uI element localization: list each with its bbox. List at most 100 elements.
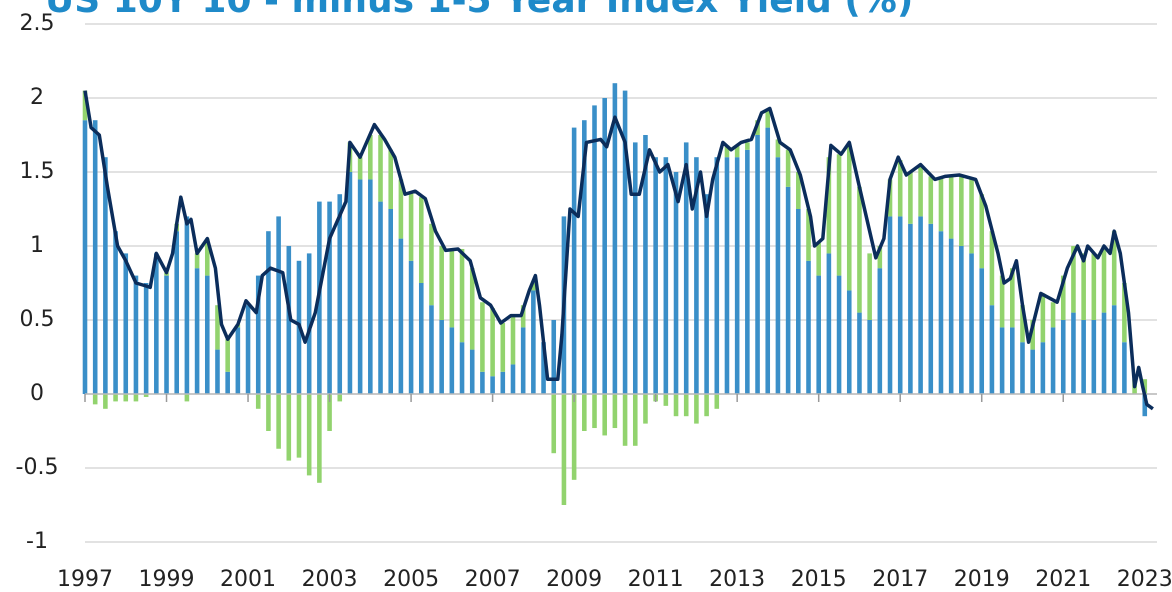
bar [714, 394, 720, 409]
bar [745, 149, 750, 394]
bar [1091, 253, 1097, 320]
bar [459, 248, 465, 343]
bar [215, 305, 220, 350]
bar [928, 176, 934, 224]
bar [816, 243, 821, 276]
bar [133, 394, 139, 402]
bar [632, 394, 638, 446]
bar [143, 394, 149, 397]
bar [724, 157, 730, 394]
bar [113, 231, 118, 394]
bar [683, 142, 689, 394]
bar [306, 394, 312, 476]
bar [286, 394, 292, 461]
bar [164, 275, 169, 394]
bar [1122, 342, 1127, 394]
bar [653, 157, 658, 394]
bar [204, 275, 210, 394]
x-tick-label: 1997 [57, 567, 113, 592]
bar [235, 327, 241, 394]
bars [82, 83, 1148, 505]
bar [255, 394, 261, 409]
bar [1142, 379, 1148, 394]
bar [867, 320, 872, 394]
bar [897, 160, 903, 217]
bar [1081, 253, 1086, 320]
bar [266, 394, 271, 431]
bar [1081, 320, 1086, 394]
bar [796, 172, 801, 209]
bar [317, 394, 322, 483]
x-tick-label: 2005 [383, 567, 439, 592]
bar [1030, 320, 1035, 350]
bar [531, 283, 536, 291]
bar [1040, 342, 1046, 394]
bar [826, 253, 832, 394]
bar [469, 349, 475, 394]
bar [337, 194, 343, 394]
bar [1030, 349, 1035, 394]
bar [826, 157, 832, 254]
bar [582, 394, 587, 431]
bar [1111, 231, 1117, 306]
bar [1020, 305, 1025, 343]
bar [82, 120, 88, 394]
bar [500, 371, 506, 394]
bar [174, 231, 180, 394]
bar [989, 231, 995, 306]
bar [429, 305, 434, 394]
y-tick-label: 0.5 [20, 307, 55, 332]
bar [551, 394, 557, 454]
bar [225, 339, 230, 372]
bar [694, 394, 699, 424]
bar [775, 157, 781, 394]
line [83, 90, 1154, 411]
bar [704, 394, 709, 417]
bar [337, 394, 343, 402]
x-tick-label: 2015 [791, 567, 847, 592]
bar [92, 394, 98, 405]
bar [887, 179, 893, 217]
bar [245, 305, 251, 394]
bar [520, 305, 526, 328]
bar [418, 283, 424, 394]
bar [449, 250, 455, 328]
y-tick-label: 1 [30, 233, 44, 258]
y-tick-label: 2.5 [20, 11, 55, 36]
bar [969, 179, 974, 254]
bar [897, 216, 903, 394]
bar [643, 135, 648, 394]
bar [184, 394, 190, 402]
bar [592, 394, 597, 429]
bar [846, 290, 852, 394]
bar [1071, 312, 1076, 394]
bar [938, 176, 944, 232]
y-tick-label: -1 [26, 529, 48, 554]
bar [632, 142, 638, 394]
bar [510, 315, 516, 365]
x-tick-label: 2019 [954, 567, 1010, 592]
bar [908, 223, 913, 394]
bar [643, 394, 648, 424]
chart-title: US 10Y 10 - minus 1-5 Year Index Yield (… [45, 0, 913, 21]
bar [612, 394, 618, 429]
bar [408, 260, 414, 394]
bar [113, 394, 118, 402]
y-tick-label: 1.5 [20, 159, 55, 184]
bar [989, 305, 995, 394]
bar [215, 349, 220, 394]
bar [877, 246, 883, 269]
bar [806, 260, 811, 394]
bar [979, 194, 985, 269]
bar [347, 172, 353, 394]
bar [734, 145, 740, 158]
bar [306, 253, 312, 394]
bar [103, 394, 108, 409]
bar [194, 253, 200, 269]
y-tick-label: 0 [30, 381, 44, 406]
bar [92, 120, 98, 394]
bar [143, 283, 149, 394]
bar [520, 327, 526, 394]
bar [541, 342, 546, 394]
